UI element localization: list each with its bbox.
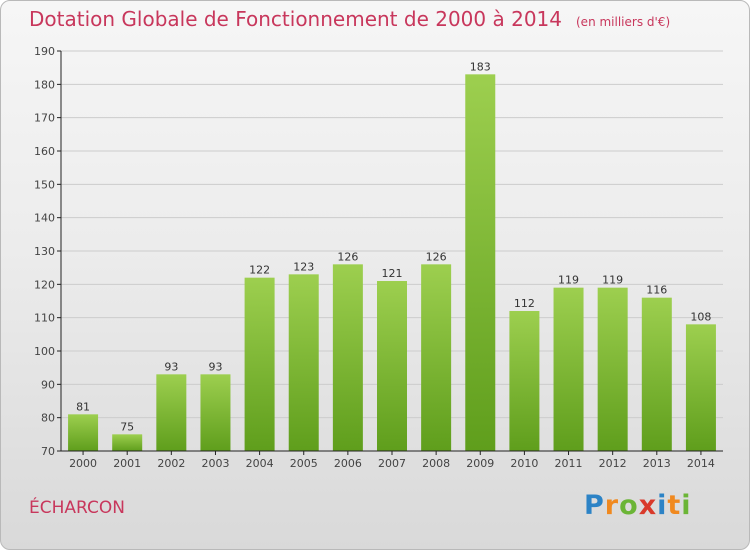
y-tick-label: 70 bbox=[41, 445, 55, 458]
bar bbox=[597, 287, 628, 451]
bar-value-label: 119 bbox=[602, 274, 623, 287]
y-tick-label: 190 bbox=[34, 45, 55, 58]
logo-letter: t bbox=[667, 490, 682, 521]
bar bbox=[332, 264, 363, 451]
bar-value-label: 121 bbox=[382, 267, 403, 280]
bar-value-label: 116 bbox=[646, 284, 667, 297]
bar-value-label: 93 bbox=[164, 360, 178, 373]
bar bbox=[288, 274, 319, 451]
bar-value-label: 123 bbox=[293, 260, 314, 273]
x-tick-label: 2006 bbox=[334, 457, 362, 470]
bar bbox=[509, 311, 540, 451]
bar bbox=[641, 297, 672, 451]
x-tick-label: 2009 bbox=[466, 457, 494, 470]
y-tick-label: 80 bbox=[41, 412, 55, 425]
chart-title-text: Dotation Globale de Fonctionnement de 20… bbox=[29, 7, 562, 31]
y-tick-label: 140 bbox=[34, 212, 55, 225]
commune-name: ÉCHARCON bbox=[29, 498, 125, 518]
y-tick-label: 130 bbox=[34, 245, 55, 258]
bar bbox=[377, 281, 407, 451]
bar-value-label: 75 bbox=[120, 420, 134, 433]
bar bbox=[465, 74, 496, 451]
bar-value-label: 112 bbox=[514, 297, 535, 310]
x-tick-label: 2008 bbox=[422, 457, 450, 470]
x-tick-label: 2010 bbox=[510, 457, 538, 470]
logo-letter: i bbox=[681, 490, 692, 521]
x-tick-label: 2012 bbox=[599, 457, 627, 470]
x-tick-label: 2000 bbox=[69, 457, 97, 470]
y-tick-label: 180 bbox=[34, 78, 55, 91]
y-tick-label: 100 bbox=[34, 345, 55, 358]
chart-title-unit: (en milliers d'€) bbox=[576, 15, 671, 29]
x-tick-label: 2003 bbox=[201, 457, 229, 470]
chart-title: Dotation Globale de Fonctionnement de 20… bbox=[29, 7, 670, 31]
x-tick-label: 2013 bbox=[643, 457, 671, 470]
x-tick-label: 2002 bbox=[157, 457, 185, 470]
logo-letter: r bbox=[604, 490, 620, 521]
x-tick-label: 2014 bbox=[687, 457, 715, 470]
bar bbox=[685, 324, 716, 451]
bar-value-label: 93 bbox=[208, 360, 222, 373]
bar-value-label: 122 bbox=[249, 264, 270, 277]
bar-value-label: 126 bbox=[337, 250, 358, 263]
bar-value-label: 183 bbox=[470, 60, 491, 73]
proxiti-logo[interactable]: Proxiti bbox=[584, 490, 692, 521]
y-tick-label: 150 bbox=[34, 178, 55, 191]
logo-letter: P bbox=[584, 490, 605, 521]
x-tick-label: 2007 bbox=[378, 457, 406, 470]
bar bbox=[112, 434, 143, 451]
y-tick-label: 170 bbox=[34, 112, 55, 125]
bar-value-label: 81 bbox=[76, 400, 90, 413]
logo-letter: i bbox=[657, 490, 668, 521]
bar bbox=[553, 287, 584, 451]
x-tick-label: 2011 bbox=[555, 457, 583, 470]
bar-value-label: 119 bbox=[558, 274, 579, 287]
x-tick-label: 2001 bbox=[113, 457, 141, 470]
x-tick-label: 2004 bbox=[246, 457, 274, 470]
x-tick-label: 2005 bbox=[290, 457, 318, 470]
bar bbox=[421, 264, 452, 451]
bar-value-label: 126 bbox=[426, 250, 447, 263]
logo-letter: x bbox=[638, 490, 658, 521]
y-tick-label: 160 bbox=[34, 145, 55, 158]
y-tick-label: 90 bbox=[41, 378, 55, 391]
y-tick-label: 110 bbox=[34, 312, 55, 325]
logo-letter: o bbox=[619, 490, 639, 521]
bar bbox=[156, 374, 187, 451]
bar-value-label: 108 bbox=[690, 310, 711, 323]
bar bbox=[200, 374, 231, 451]
bar bbox=[68, 414, 99, 451]
bar bbox=[244, 277, 275, 451]
y-tick-label: 120 bbox=[34, 278, 55, 291]
